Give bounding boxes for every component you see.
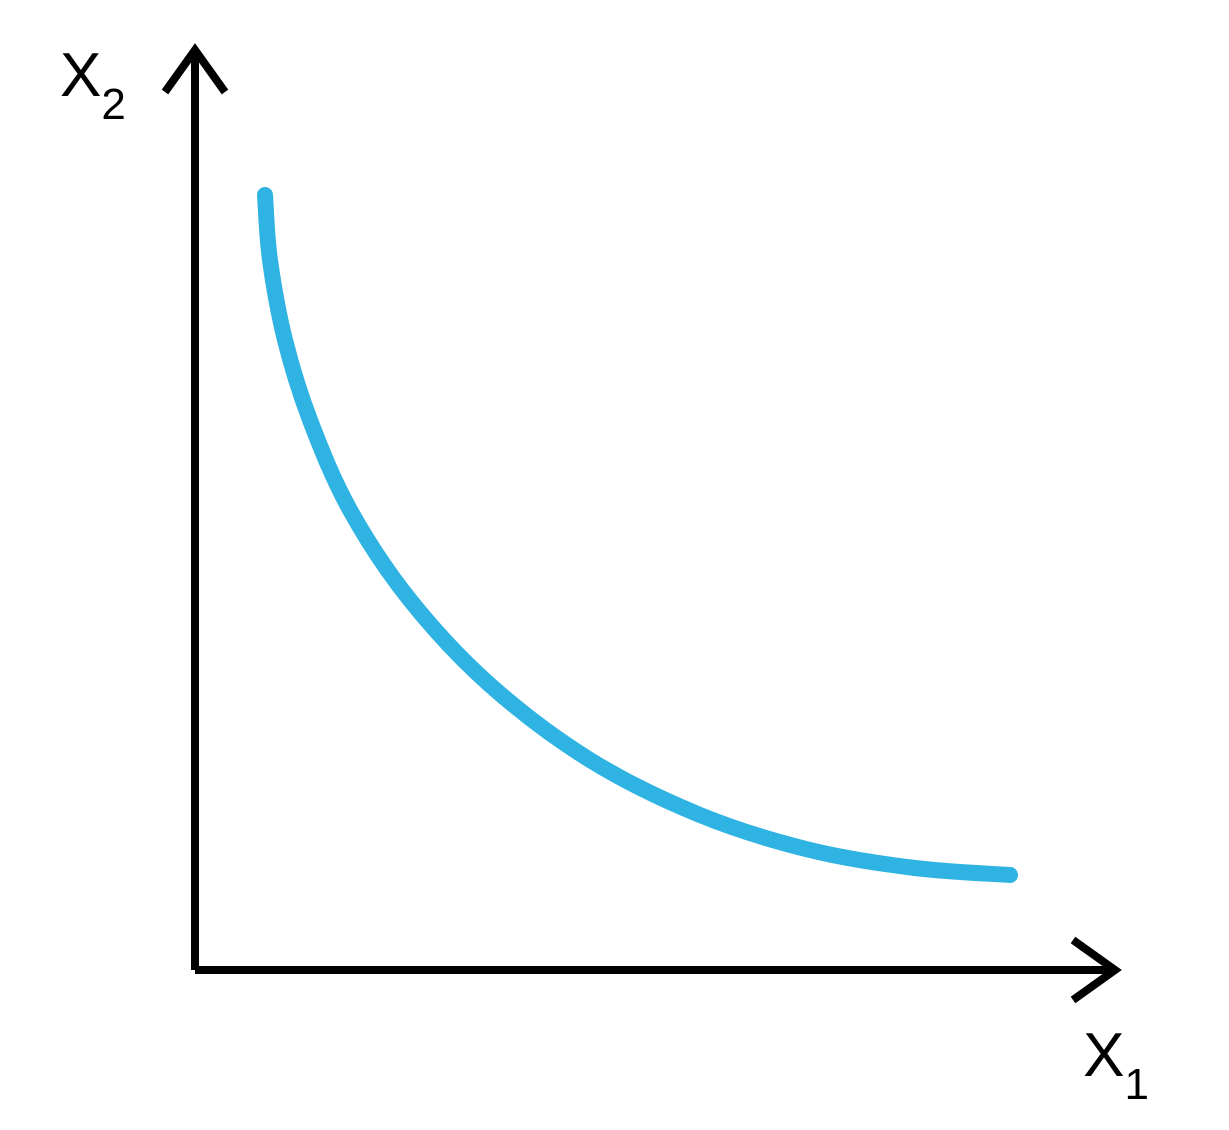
x-axis-label: X1: [1083, 1020, 1149, 1100]
chart-svg: [0, 0, 1229, 1130]
y-axis-label-subscript: 2: [101, 80, 125, 129]
indifference-curve: [265, 195, 1010, 875]
chart-container: X2 X1: [0, 0, 1229, 1130]
y-axis-label: X2: [60, 40, 126, 120]
x-axis-label-subscript: 1: [1125, 1060, 1149, 1109]
x-axis-label-main: X: [1083, 1021, 1124, 1090]
y-axis-label-main: X: [60, 41, 101, 110]
